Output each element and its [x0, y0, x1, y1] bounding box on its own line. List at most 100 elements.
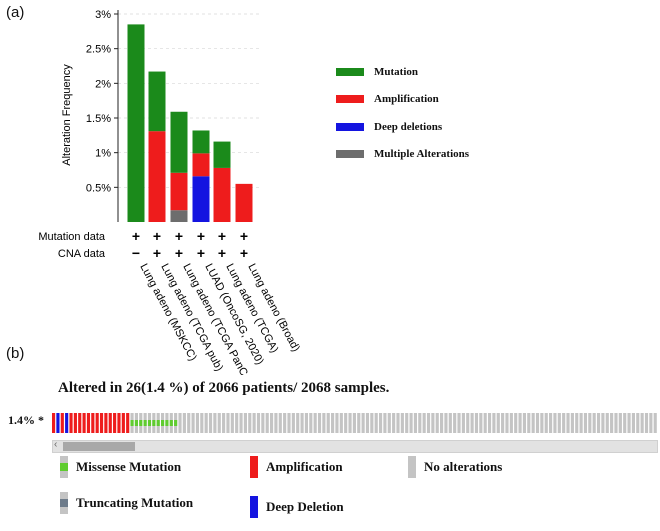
oncoprint-legend-swatch	[250, 456, 258, 478]
oncoprint-cell	[274, 413, 278, 433]
oncoprint-cell	[60, 413, 64, 433]
oncoprint-cell	[287, 413, 291, 433]
oncoprint-cell	[226, 413, 230, 433]
y-tick-label: 1%	[95, 148, 111, 160]
oncoprint-cell	[453, 413, 457, 433]
oncoprint-cell	[278, 413, 282, 433]
oncoprint-cell	[562, 413, 566, 433]
oncoprint-cell	[91, 413, 95, 433]
oncoprint-cell	[370, 413, 374, 433]
oncoprint-cell	[230, 413, 234, 433]
oncoprint-track	[52, 413, 657, 433]
oncoprint-legend-item: Amplification	[250, 456, 343, 478]
oncoprint-legend-label: No alterations	[424, 459, 503, 474]
oncoprint-cell	[113, 413, 117, 433]
oncoprint-cell	[265, 413, 269, 433]
oncoprint-cell	[208, 413, 213, 433]
y-tick-label: 1.5%	[86, 113, 111, 125]
oncoprint-cell	[56, 413, 60, 433]
oncoprint-cell	[483, 413, 487, 433]
panel-b-label: (b)	[6, 345, 25, 362]
oncoprint-cell	[544, 413, 548, 433]
bar-segment	[192, 130, 210, 154]
oncoprint-cell	[335, 413, 339, 433]
oncoprint-cell	[361, 413, 365, 433]
oncoprint-cell	[300, 413, 304, 433]
oncoprint-cell	[409, 413, 413, 433]
oncoprint-cell	[261, 413, 265, 433]
oncoprint-cell	[291, 413, 295, 433]
oncoprint-cell	[252, 413, 256, 433]
oncoprint-cell	[383, 413, 387, 433]
oncoprint-legend-label: Missense Mutation	[76, 459, 182, 474]
oncoprint-missense-mark	[165, 420, 169, 426]
oncoprint-missense-mark	[156, 420, 160, 426]
oncoprint-cell	[178, 413, 182, 433]
row-marker: +	[240, 228, 248, 244]
oncoprint-cell	[200, 413, 204, 433]
oncoprint-cell	[426, 413, 431, 433]
legend-swatch	[336, 123, 364, 131]
oncoprint-cell	[348, 413, 352, 433]
oncoprint-missense-mark	[134, 420, 138, 426]
bar-segment	[170, 210, 188, 222]
oncoprint-cell	[540, 413, 544, 433]
oncoprint-cell	[104, 413, 108, 433]
oncoprint-cell	[418, 413, 422, 433]
row-marker: +	[153, 245, 161, 261]
oncoprint-cell	[640, 413, 644, 433]
oncoprint-legend-swatch	[408, 456, 416, 478]
oncoprint-cell	[531, 413, 535, 433]
oncoprint-cell	[601, 413, 605, 433]
alteration-frequency-chart: 0.5%1%1.5%2%2.5%3% Mutation data + + + + + +CN…	[38, 9, 302, 375]
legend-label: Mutation	[374, 66, 418, 78]
oncoprint-cell	[296, 413, 300, 433]
oncoprint-cell	[470, 413, 474, 433]
oncoprint-cell	[623, 413, 627, 433]
oncoprint-cell	[121, 413, 125, 433]
row-marker: +	[132, 228, 140, 244]
oncoprint-cell	[400, 413, 404, 433]
oncoprint-cell	[479, 413, 483, 433]
panel-a-label: (a)	[6, 4, 25, 21]
oncoprint-cell	[65, 413, 69, 433]
oncoprint-legend-swatch	[60, 492, 68, 514]
row-label: Mutation data	[38, 231, 106, 243]
oncoprint-cell	[52, 413, 56, 433]
oncoprint-legend-label: Truncating Mutation	[76, 495, 194, 510]
oncoprint-cell	[248, 413, 252, 433]
oncoprint-cell	[644, 413, 649, 433]
oncoprint-cell	[614, 413, 618, 433]
y-axis-label: Alteration Frequency	[61, 64, 73, 166]
oncoprint-cell	[431, 413, 435, 433]
bar-segment	[235, 183, 253, 222]
oncoprint-scrollbar[interactable]: ‹	[52, 439, 658, 453]
oncoprint-cell	[69, 413, 73, 433]
oncoprint-cell	[187, 413, 191, 433]
oncoprint-cell	[509, 413, 513, 433]
oncoprint-cell	[535, 413, 540, 433]
oncoprint-cell	[518, 413, 522, 433]
y-tick-label: 2.5%	[86, 44, 111, 56]
oncoprint-cell	[579, 413, 583, 433]
oncoprint-legend-label: Amplification	[266, 459, 343, 474]
oncoprint-cell	[405, 413, 409, 433]
oncoprint-cell	[492, 413, 496, 433]
legend-label: Multiple Alterations	[374, 148, 470, 160]
oncoprint-cell	[610, 413, 614, 433]
legend-item: Deep deletions	[336, 121, 442, 133]
scrollbar-thumb[interactable]	[63, 442, 135, 451]
scroll-left-arrow[interactable]: ‹	[54, 439, 58, 450]
oncoprint-cell	[213, 413, 217, 433]
oncoprint-cell	[195, 413, 200, 433]
oncoprint-cell	[618, 413, 622, 433]
oncoprint-cell	[313, 413, 317, 433]
y-tick-label: 3%	[95, 9, 111, 21]
oncoprint-cell	[204, 413, 208, 433]
oncoprint-cell	[466, 413, 470, 433]
oncoprint-missense-mark	[174, 420, 178, 426]
oncoprint-cell	[448, 413, 452, 433]
oncoprint-cell	[592, 413, 596, 433]
oncoprint-cell	[108, 413, 112, 433]
row-marker: +	[197, 228, 205, 244]
